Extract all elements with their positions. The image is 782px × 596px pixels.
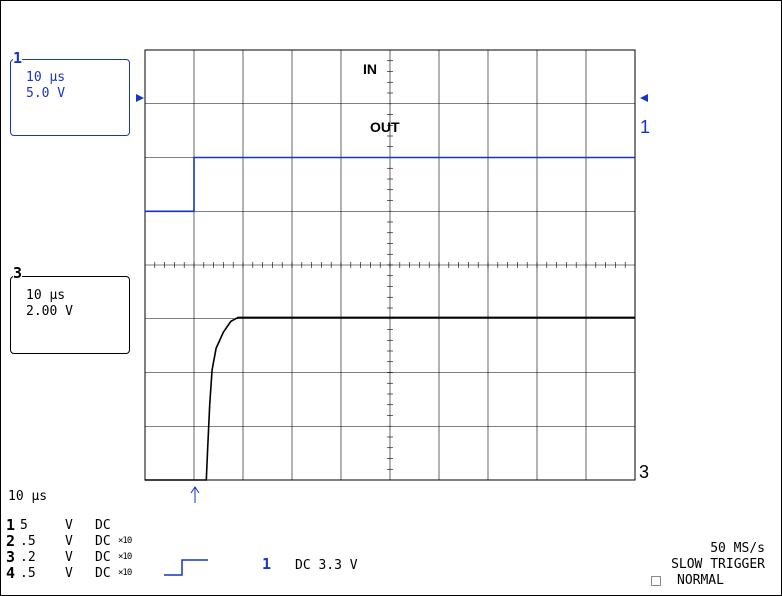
channel-coupling: DC bbox=[95, 534, 111, 549]
ch3-box-marker: 3 bbox=[13, 264, 23, 282]
ch1-box-volts: 5.0 V bbox=[26, 86, 66, 101]
ch3-info-box[interactable] bbox=[10, 276, 130, 354]
channel-probe: ×10 bbox=[118, 552, 132, 562]
normal-mode-checkbox[interactable] bbox=[651, 576, 661, 586]
trace-out bbox=[145, 316, 635, 481]
channel-unit: V bbox=[65, 534, 73, 549]
trigger-level: DC 3.3 V bbox=[295, 558, 358, 573]
ch1-ground-marker-left bbox=[136, 94, 144, 102]
channel-number: 2 bbox=[6, 532, 16, 550]
ch1-box-marker: 1 bbox=[13, 49, 23, 67]
trace-label-in: IN bbox=[363, 61, 377, 77]
ch3-box-timebase: 10 µs bbox=[26, 288, 66, 303]
channel-coupling: DC bbox=[95, 518, 111, 533]
channel-unit: V bbox=[65, 518, 73, 533]
trigger-position-arrow bbox=[190, 486, 200, 503]
channel-scale: .5 bbox=[20, 534, 36, 549]
channel-coupling: DC bbox=[95, 550, 111, 565]
channel-probe: ×10 bbox=[118, 568, 132, 578]
ch3-box-volts: 2.00 V bbox=[26, 304, 73, 319]
ch1-ground-marker-right bbox=[640, 94, 648, 102]
traces bbox=[145, 156, 635, 481]
channel-number: 3 bbox=[6, 548, 16, 566]
channel-number: 4 bbox=[6, 564, 16, 582]
channel-unit: V bbox=[65, 566, 73, 581]
sample-rate: 50 MS/s bbox=[710, 541, 765, 556]
timebase-readout: 10 µs bbox=[8, 489, 48, 504]
ch1-level-marker: 1 bbox=[640, 117, 650, 137]
trace-in bbox=[145, 156, 635, 213]
channel-coupling: DC bbox=[95, 566, 111, 581]
trace-label-out: OUT bbox=[370, 119, 400, 135]
ch1-info-box[interactable] bbox=[10, 59, 130, 136]
ch1-box-timebase: 10 µs bbox=[26, 70, 66, 85]
channel-number: 1 bbox=[6, 516, 16, 534]
graticule bbox=[144, 49, 636, 481]
ch3-level-marker: 3 bbox=[639, 462, 649, 482]
trigger-mode: SLOW TRIGGER bbox=[671, 557, 765, 572]
acquisition-mode: NORMAL bbox=[677, 573, 724, 588]
channel-probe: ×10 bbox=[118, 536, 132, 546]
trigger-channel: 1 bbox=[262, 555, 272, 573]
channel-unit: V bbox=[65, 550, 73, 565]
channel-scale: .2 bbox=[20, 550, 36, 565]
channel-scale: 5 bbox=[20, 518, 28, 533]
channel-scale: .5 bbox=[20, 566, 36, 581]
